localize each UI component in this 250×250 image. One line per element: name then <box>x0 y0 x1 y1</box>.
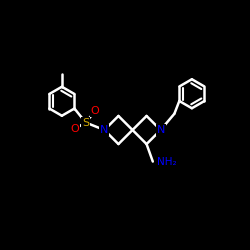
Text: O: O <box>91 106 100 116</box>
Text: O: O <box>71 124 80 134</box>
Text: N: N <box>100 125 108 135</box>
Text: NH₂: NH₂ <box>157 156 177 166</box>
Text: S: S <box>82 118 89 128</box>
Text: N: N <box>156 125 165 135</box>
